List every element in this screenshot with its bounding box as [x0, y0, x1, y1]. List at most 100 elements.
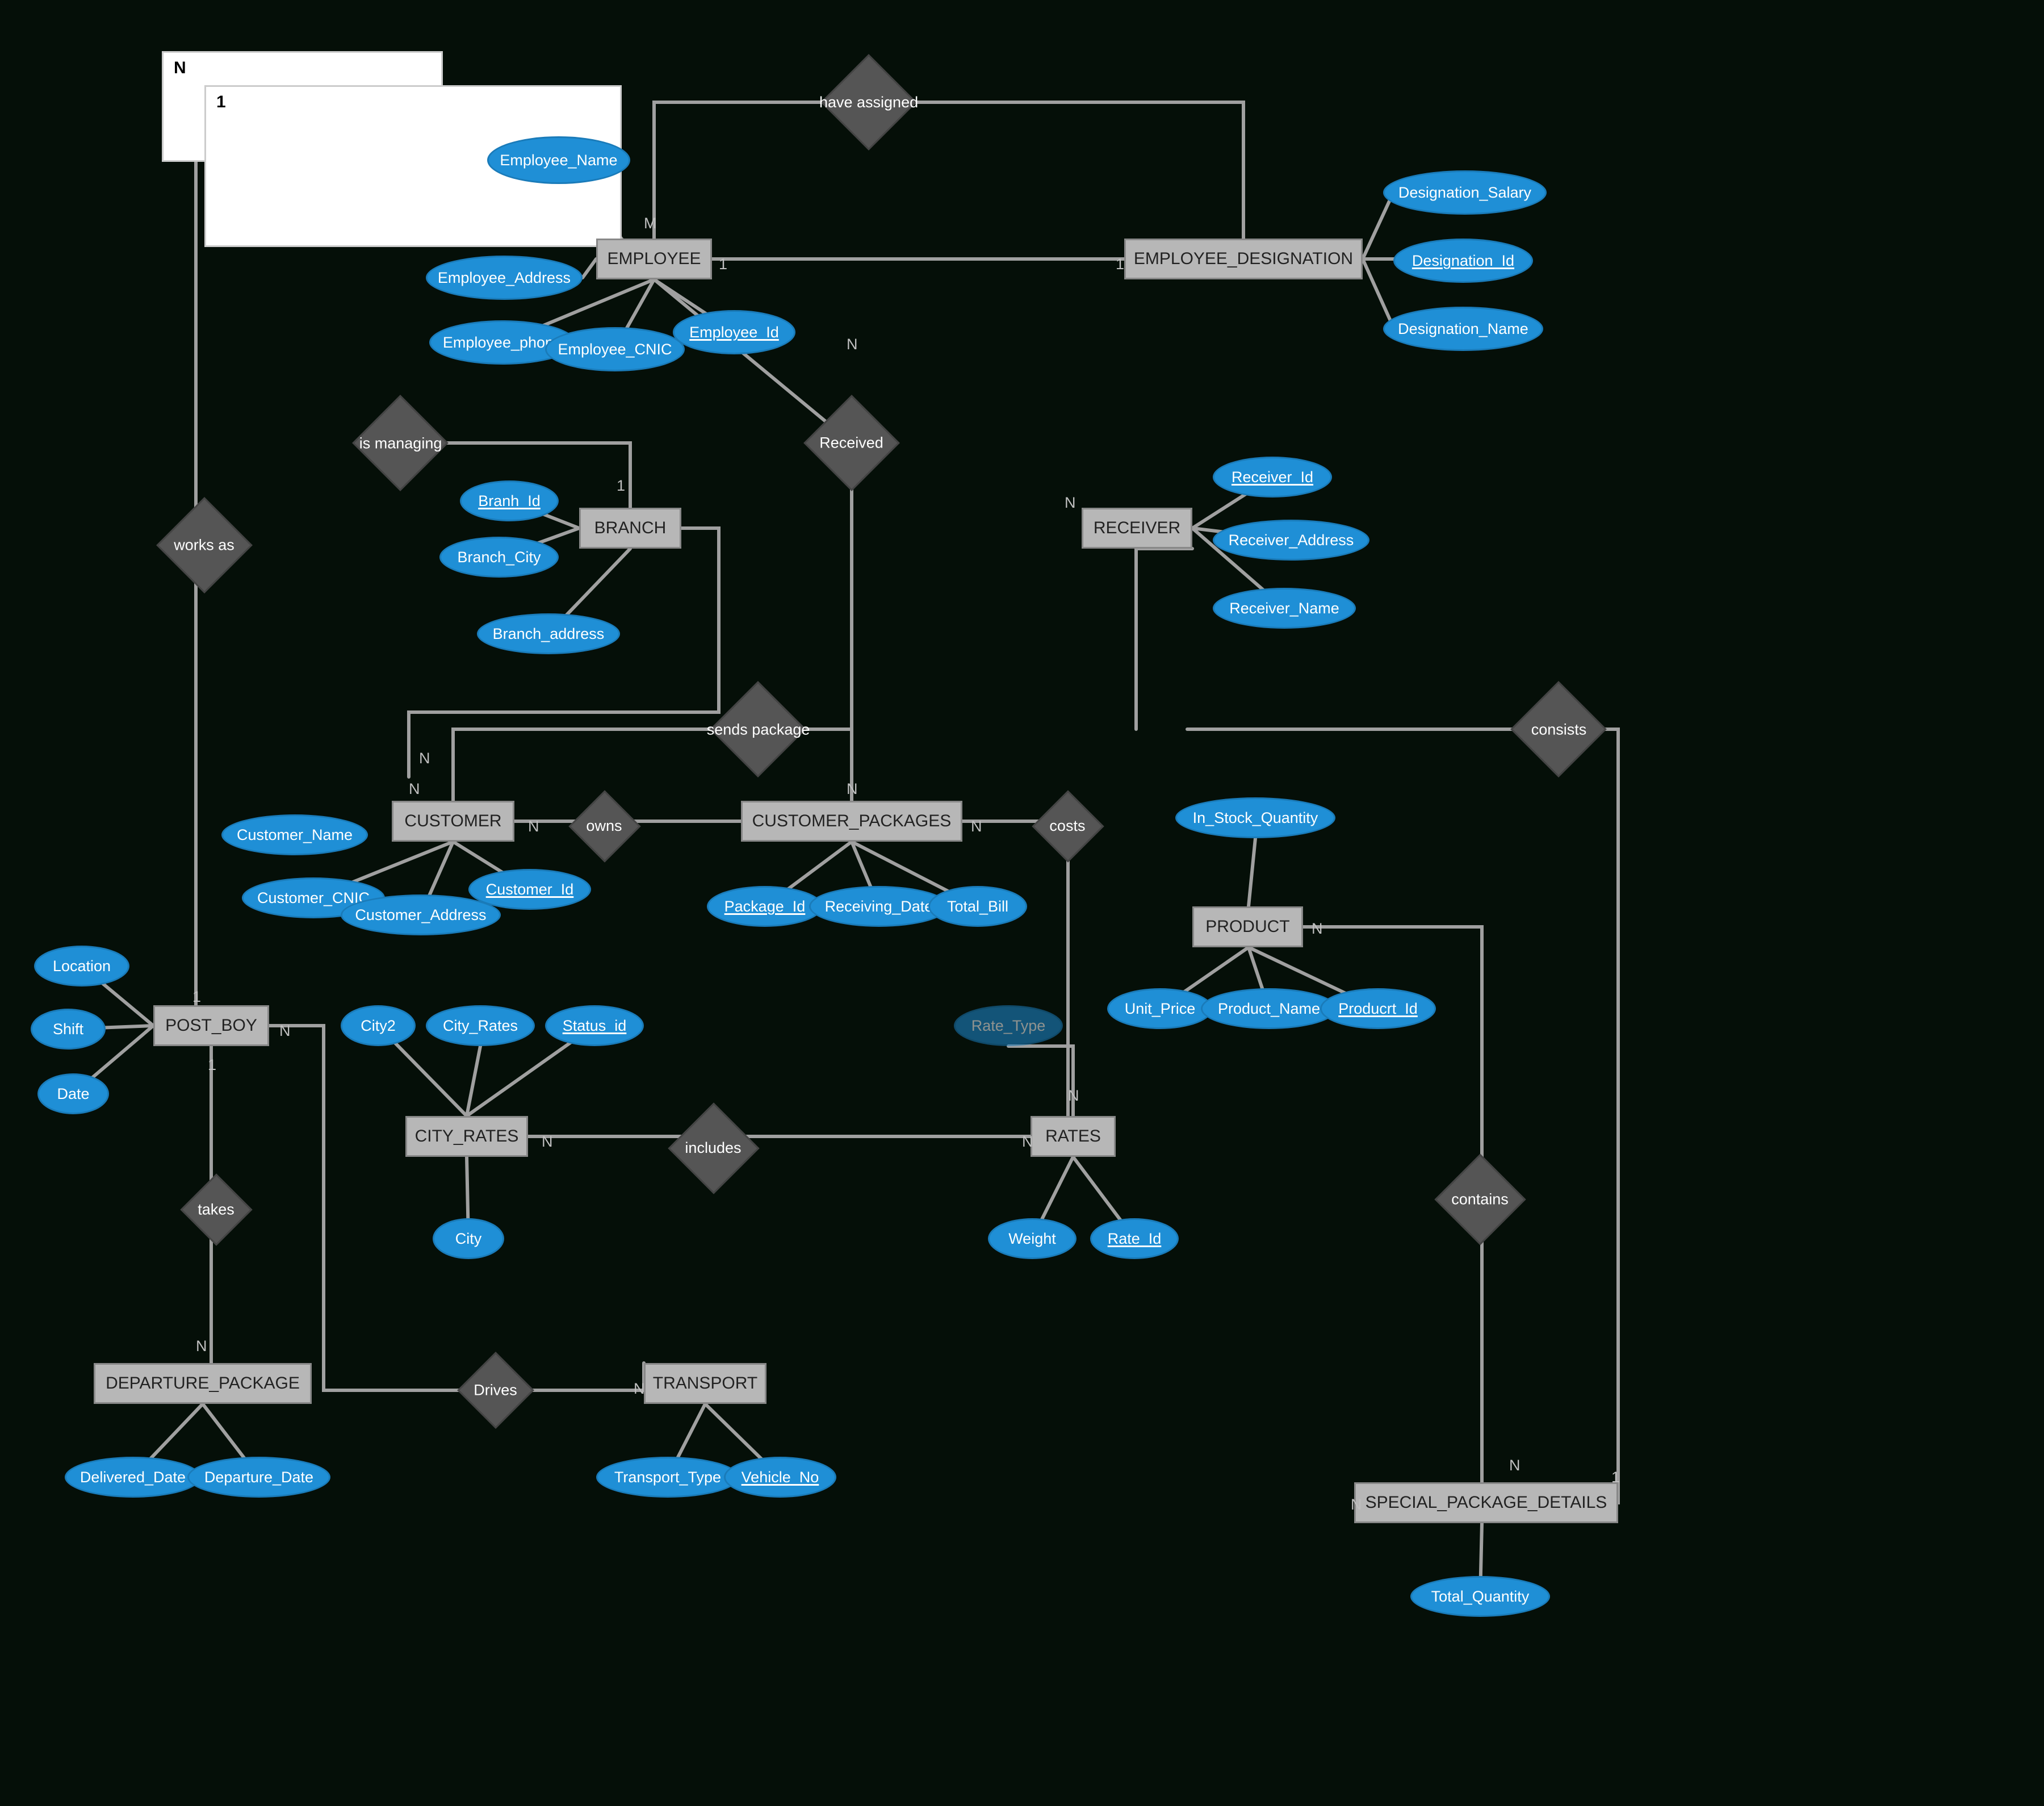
- attribute-designation_id: Designation_Id: [1393, 239, 1533, 283]
- attribute-receiver_name: Receiver_Name: [1213, 588, 1356, 629]
- attribute-branch_address: Branch_address: [477, 613, 620, 654]
- cardinality-label: N: [419, 750, 430, 767]
- relationship-label: costs: [1050, 818, 1086, 835]
- attribute-rate_type: Rate_Type: [954, 1005, 1063, 1046]
- relationship-costs: costs: [1032, 790, 1104, 862]
- edge: [1363, 193, 1393, 259]
- attribute-label: Employee_Name: [500, 152, 617, 169]
- edge: [1249, 838, 1255, 906]
- edge: [1303, 927, 1482, 1167]
- entity-product: PRODUCT: [1192, 906, 1303, 947]
- relationship-owns: owns: [568, 790, 640, 862]
- cardinality-label: 1: [192, 988, 201, 1005]
- cardinality-label: N: [847, 336, 858, 353]
- relationship-label: have assigned: [819, 94, 918, 111]
- attribute-label: Branch_address: [493, 625, 605, 642]
- cardinality-label: N: [542, 1133, 553, 1150]
- edge: [583, 259, 596, 278]
- relationship-label: is managing: [359, 434, 442, 452]
- relationship-sends_package: sends package: [710, 681, 806, 777]
- attribute-shift: Shift: [31, 1009, 106, 1050]
- relationship-label: owns: [587, 818, 622, 835]
- edge: [453, 729, 724, 801]
- attribute-label: Departure_Date: [204, 1469, 313, 1486]
- cardinality-label: N: [1351, 1496, 1362, 1513]
- entity-label: CUSTOMER_PACKAGES: [752, 812, 952, 831]
- attribute-employee_name: Employee_Name: [487, 136, 630, 184]
- entity-rates: RATES: [1031, 1116, 1116, 1157]
- entity-special_package_details: SPECIAL_PACKAGE_DETAILS: [1354, 1482, 1618, 1523]
- attribute-label: Receiving_Date: [825, 898, 933, 915]
- cardinality-label: N: [1065, 494, 1076, 511]
- relationship-received: Received: [803, 395, 900, 491]
- entity-label: POST_BOY: [165, 1017, 257, 1035]
- attribute-vehicle_no: Vehicle_No: [724, 1457, 836, 1498]
- entity-customer_packages: CUSTOMER_PACKAGES: [741, 801, 962, 842]
- attribute-label: Receiver_Id: [1232, 469, 1313, 486]
- attribute-label: Employee_Id: [689, 324, 779, 341]
- attribute-rate_id: Rate_Id: [1090, 1218, 1179, 1259]
- cardinality-label: 1: [1611, 1469, 1620, 1486]
- attribute-label: Designation_Salary: [1398, 184, 1531, 201]
- cardinality-label: 1: [1116, 256, 1124, 273]
- edge: [792, 729, 852, 801]
- entity-label: SPECIAL_PACKAGE_DETAILS: [1366, 1494, 1607, 1512]
- entity-label: BRANCH: [594, 519, 667, 538]
- attribute-label: Date: [57, 1085, 89, 1102]
- attribute-label: Branch_City: [457, 549, 541, 566]
- edge: [654, 102, 835, 239]
- cardinality-label: N: [279, 1022, 291, 1039]
- attribute-label: Employee_CNIC: [558, 341, 672, 358]
- attribute-label: Employee_phone: [443, 334, 562, 351]
- attribute-label: Branh_Id: [478, 492, 541, 509]
- attribute-label: Package_Id: [724, 898, 806, 915]
- cardinality-label: N: [634, 1380, 645, 1397]
- attribute-label: Customer_Id: [486, 881, 574, 898]
- attribute-employee_address: Employee_Address: [426, 256, 583, 300]
- attribute-status_id: Status_id: [545, 1005, 644, 1046]
- attribute-total_bill: Total_Bill: [928, 886, 1027, 927]
- entity-label: RATES: [1045, 1127, 1101, 1146]
- relationship-label: takes: [198, 1201, 235, 1218]
- attribute-label: Vehicle_No: [742, 1469, 819, 1486]
- entity-label: RECEIVER: [1094, 519, 1180, 538]
- attribute-label: Shift: [53, 1021, 83, 1038]
- edge: [903, 102, 1243, 239]
- attribute-label: Rate_Type: [971, 1017, 1046, 1034]
- attribute-designation_salary: Designation_Salary: [1383, 170, 1547, 215]
- attribute-package_id: Package_Id: [707, 886, 823, 927]
- attribute-city2: City2: [341, 1005, 416, 1046]
- entity-label: TRANSPORT: [653, 1374, 758, 1393]
- cardinality-label: N: [196, 1337, 207, 1354]
- edge: [1514, 729, 1618, 1503]
- attribute-label: Designation_Name: [1398, 320, 1528, 337]
- entity-customer: CUSTOMER: [392, 801, 514, 842]
- attribute-date: Date: [37, 1073, 109, 1114]
- relationship-have_assigned: have assigned: [820, 54, 917, 150]
- attribute-label: Producrt_Id: [1338, 1000, 1418, 1017]
- edge: [523, 1363, 644, 1390]
- attribute-label: Rate_Id: [1108, 1230, 1162, 1247]
- attribute-location: Location: [34, 946, 129, 986]
- attribute-label: City_Rates: [443, 1017, 518, 1034]
- attribute-label: Weight: [1008, 1230, 1056, 1247]
- attribute-label: Delivered_Date: [80, 1469, 186, 1486]
- attribute-label: City: [455, 1230, 482, 1247]
- relationship-contains: contains: [1434, 1153, 1526, 1245]
- entity-label: CITY_RATES: [415, 1127, 519, 1146]
- attribute-label: City2: [361, 1017, 396, 1034]
- attribute-customer_name: Customer_Name: [221, 814, 368, 855]
- attribute-employee_cnic: Employee_CNIC: [545, 327, 685, 371]
- entity-label: CUSTOMER: [404, 812, 501, 831]
- attribute-producrt_id: Producrt_Id: [1320, 988, 1436, 1029]
- entity-employee: EMPLOYEE: [596, 239, 712, 279]
- attribute-departure_date: Departure_Date: [187, 1457, 330, 1498]
- cardinality-label: 1: [617, 477, 625, 494]
- attribute-label: Designation_Id: [1412, 252, 1514, 269]
- attribute-label: Location: [53, 958, 111, 975]
- edge: [1136, 549, 1192, 729]
- entity-departure_package: DEPARTURE_PACKAGE: [94, 1363, 312, 1404]
- entity-receiver: RECEIVER: [1082, 508, 1192, 549]
- attribute-label: Status_id: [563, 1017, 627, 1034]
- relationship-is_managing: is managing: [352, 395, 449, 491]
